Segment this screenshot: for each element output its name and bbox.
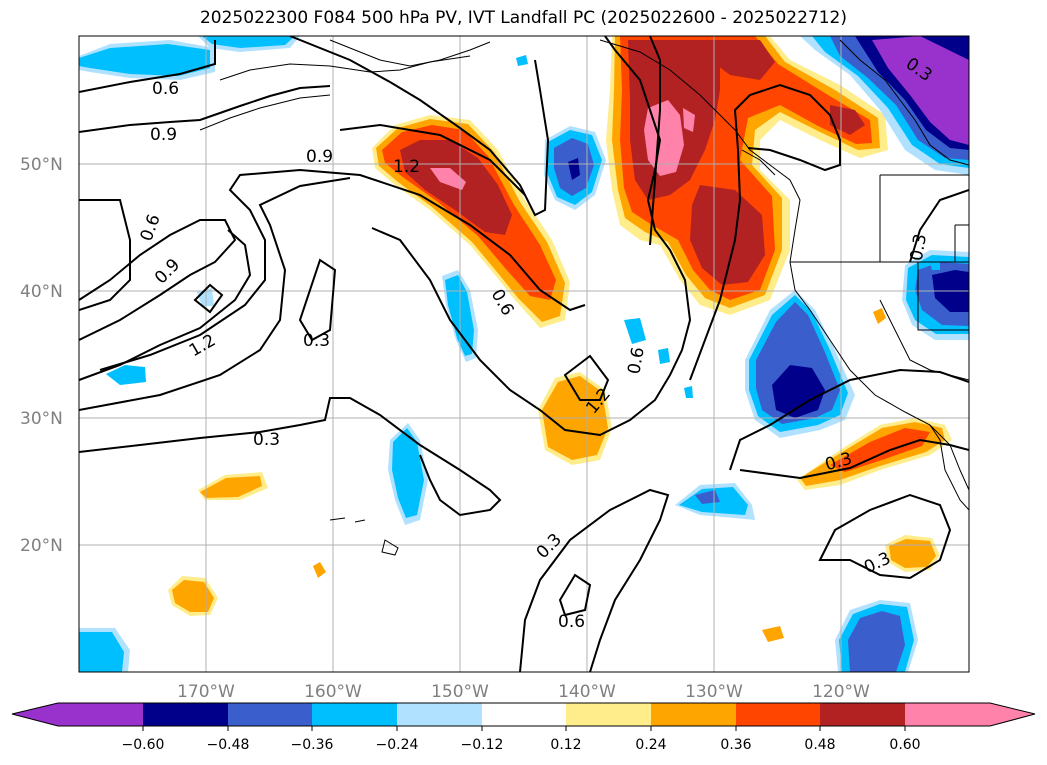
shade-sky bbox=[930, 262, 940, 270]
colorbar-extend-right bbox=[990, 703, 1035, 726]
lon-label: 170°W bbox=[177, 682, 235, 702]
contours bbox=[79, 36, 969, 672]
colorbar-tick-label: 0.48 bbox=[804, 737, 835, 753]
shade-sky bbox=[684, 386, 693, 398]
colorbar-tick-label: −0.48 bbox=[207, 737, 250, 753]
shade-orange bbox=[762, 626, 784, 642]
contour-label: 0.6 bbox=[152, 79, 179, 99]
colorbar-tick-label: −0.24 bbox=[376, 737, 419, 753]
shade-sky bbox=[516, 55, 528, 66]
shade-sky bbox=[392, 428, 424, 518]
map-frame bbox=[78, 35, 970, 673]
colorbar-segment bbox=[397, 703, 482, 726]
contour-label: 0.6 bbox=[624, 346, 648, 376]
shade-orange bbox=[313, 562, 326, 578]
colorbar-segment bbox=[482, 703, 566, 726]
shade-dred bbox=[830, 105, 865, 135]
shade-orange bbox=[172, 580, 214, 612]
lat-label: 30°N bbox=[20, 409, 63, 429]
lat-label: 50°N bbox=[20, 155, 63, 175]
colorbar-tick-label: −0.12 bbox=[461, 737, 504, 753]
coastlines bbox=[199, 39, 969, 556]
shade-dred bbox=[690, 185, 765, 285]
lat-label: 40°N bbox=[20, 282, 63, 302]
colorbar-extend-left bbox=[12, 703, 58, 726]
shade-sky bbox=[658, 348, 670, 364]
colorbar-outline bbox=[11, 702, 1036, 727]
shade-pink bbox=[430, 168, 466, 190]
colorbar-segment bbox=[736, 703, 820, 726]
colorbar-tick-label: 0.12 bbox=[550, 737, 581, 753]
colorbar-tick-label: −0.60 bbox=[122, 737, 165, 753]
shade-sky bbox=[106, 365, 146, 385]
colorbar-segment bbox=[143, 703, 228, 726]
shade-sky bbox=[624, 318, 646, 344]
contour-label: 0.3 bbox=[303, 331, 330, 351]
lon-label: 160°W bbox=[304, 682, 362, 702]
shade-sky bbox=[79, 632, 124, 672]
longitude-labels: 170°W 160°W 150°W 140°W 130°W 120°W bbox=[177, 682, 870, 702]
colorbar-segment bbox=[228, 703, 312, 726]
shade-sky bbox=[79, 44, 210, 76]
lat-label: 20°N bbox=[20, 536, 63, 556]
contour-label: 0.3 bbox=[907, 232, 931, 262]
lon-label: 140°W bbox=[558, 682, 616, 702]
colorbar-tick-label: 0.60 bbox=[889, 737, 920, 753]
shade-orange bbox=[873, 308, 886, 324]
shade-purple bbox=[872, 36, 969, 145]
colorbar-segment bbox=[566, 703, 651, 726]
colorbar-segment bbox=[651, 703, 736, 726]
shade-navy bbox=[772, 365, 825, 418]
shade-sky bbox=[202, 36, 295, 48]
shade-red bbox=[830, 428, 930, 472]
shade-blue bbox=[848, 611, 905, 672]
colorbar-tick-label: 0.24 bbox=[635, 737, 666, 753]
contour-label: 0.6 bbox=[558, 612, 585, 632]
contour-label: 0.9 bbox=[150, 125, 177, 145]
gridlines bbox=[79, 36, 969, 672]
colorbar-tick-label: 0.36 bbox=[720, 737, 751, 753]
colorbar-segment bbox=[820, 703, 905, 726]
contour-label: 0.3 bbox=[253, 430, 280, 450]
lon-label: 150°W bbox=[431, 682, 489, 702]
shade-orange bbox=[200, 476, 262, 498]
lon-label: 120°W bbox=[812, 682, 870, 702]
shade-pink bbox=[683, 108, 695, 132]
colorbar-segment bbox=[58, 703, 143, 726]
colorbar-segment bbox=[905, 703, 990, 726]
map-title: 2025022300 F084 500 hPa PV, IVT Landfall… bbox=[199, 8, 847, 28]
shade-orange bbox=[889, 539, 936, 568]
contour-label: 0.9 bbox=[306, 147, 333, 167]
colorbar-segment bbox=[312, 703, 397, 726]
lon-label: 130°W bbox=[685, 682, 743, 702]
shade-dred bbox=[700, 40, 775, 80]
latitude-labels: 50°N 40°N 30°N 20°N bbox=[20, 155, 63, 556]
contour-label: 1.2 bbox=[393, 157, 420, 177]
colorbar: −0.60 −0.48 −0.36 −0.24 −0.12 0.12 0.24 … bbox=[11, 702, 1036, 753]
pv-shading bbox=[79, 36, 969, 672]
colorbar-tick-label: −0.36 bbox=[291, 737, 334, 753]
